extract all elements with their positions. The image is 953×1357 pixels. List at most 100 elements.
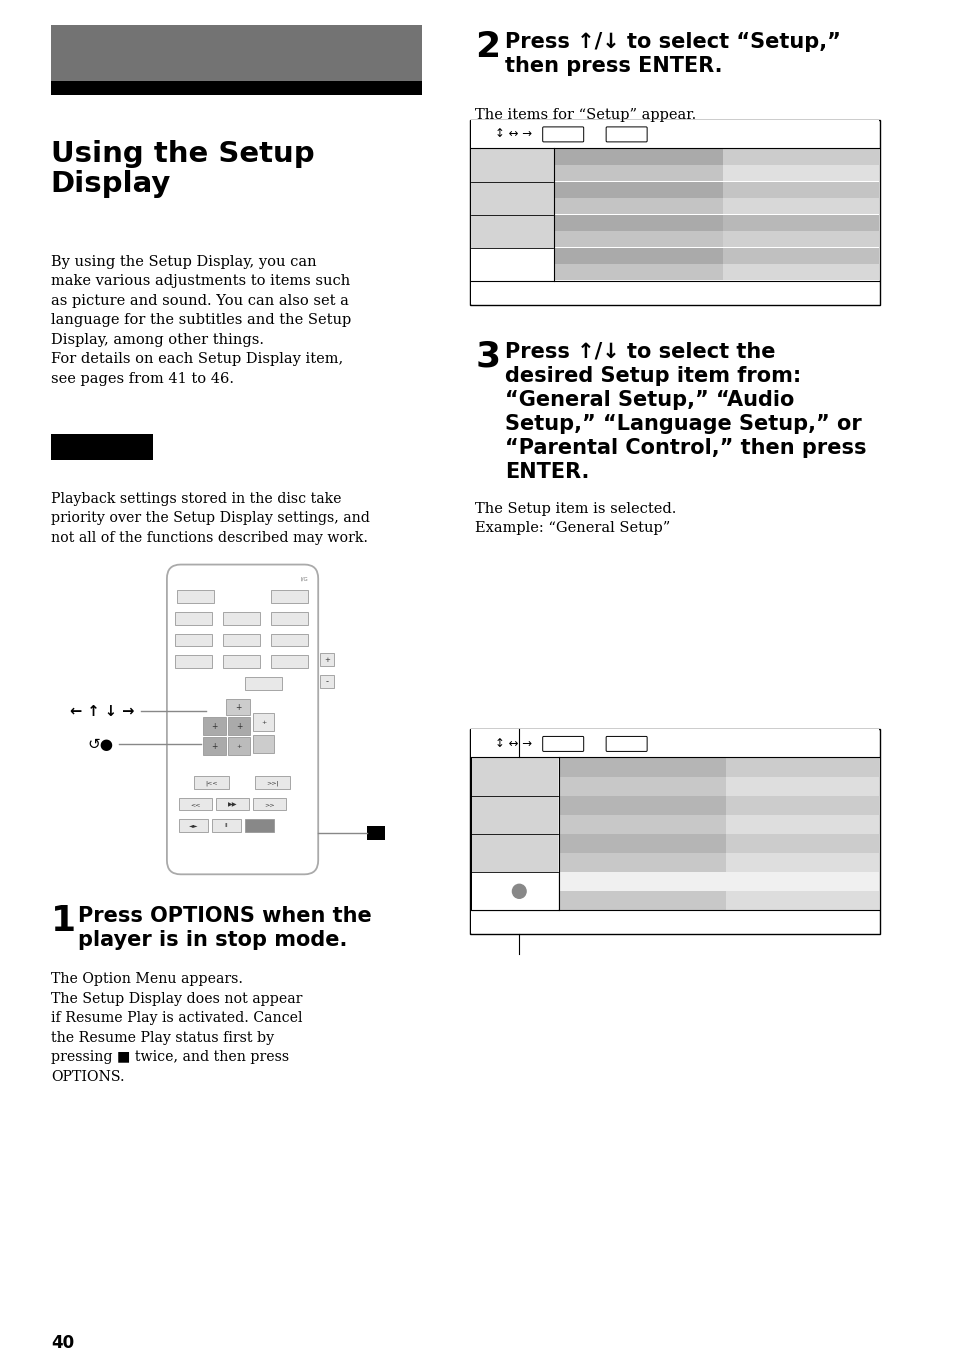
Bar — [555, 164, 722, 180]
Text: The Option Menu appears.
The Setup Display does not appear
if Resume Play is act: The Option Menu appears. The Setup Displ… — [51, 972, 302, 1084]
Text: 3: 3 — [475, 339, 500, 373]
Text: ↕ ↔ →: ↕ ↔ → — [495, 128, 532, 140]
Bar — [471, 909, 879, 934]
Text: ▶▶: ▶▶ — [228, 802, 236, 807]
Text: 2: 2 — [475, 30, 500, 64]
Bar — [471, 248, 554, 281]
Text: |<<: |<< — [205, 780, 218, 786]
Text: >>|: >>| — [266, 780, 278, 786]
Bar — [174, 612, 212, 624]
Text: Press ↑/↓ to select “Setup,”
then press ENTER.: Press ↑/↓ to select “Setup,” then press … — [504, 33, 840, 76]
Bar — [194, 776, 229, 790]
Bar — [559, 759, 725, 778]
Bar — [367, 826, 384, 840]
Bar — [555, 198, 879, 214]
Bar — [470, 730, 880, 934]
Text: By using the Setup Display, you can
make various adjustments to items such
as pi: By using the Setup Display, you can make… — [51, 255, 351, 385]
Bar — [559, 797, 879, 816]
Bar — [254, 776, 290, 790]
Bar — [559, 873, 879, 892]
Bar — [174, 655, 212, 669]
Text: ↺●: ↺● — [88, 737, 113, 752]
Bar — [222, 655, 259, 669]
Bar — [555, 231, 879, 247]
Bar — [320, 654, 334, 666]
Bar — [471, 730, 879, 757]
Bar — [271, 612, 308, 624]
Bar — [470, 119, 880, 305]
Bar — [559, 778, 725, 797]
Bar — [253, 735, 274, 753]
Bar — [555, 182, 879, 198]
Bar — [559, 835, 879, 854]
Text: Playback settings stored in the disc take
priority over the Setup Display settin: Playback settings stored in the disc tak… — [51, 491, 369, 544]
Text: Press ↑/↓ to select the
desired Setup item from:
“General Setup,” “Audio
Setup,”: Press ↑/↓ to select the desired Setup it… — [504, 342, 865, 482]
Text: ◄►: ◄► — [189, 824, 198, 828]
Bar — [555, 263, 722, 280]
Bar — [555, 182, 722, 198]
Bar — [472, 873, 558, 911]
Bar — [222, 612, 259, 624]
Text: I/G: I/G — [300, 577, 308, 581]
Bar — [555, 214, 879, 231]
Text: Using the Setup
Display: Using the Setup Display — [51, 140, 314, 198]
Bar — [471, 280, 879, 304]
Bar — [472, 797, 558, 835]
Circle shape — [512, 885, 525, 898]
Bar — [271, 589, 308, 603]
Bar — [176, 589, 213, 603]
Bar — [559, 892, 879, 911]
Bar — [555, 149, 722, 164]
Bar — [555, 263, 879, 280]
Bar — [471, 149, 554, 182]
Bar — [245, 820, 274, 832]
Text: ← ↑ ↓ →: ← ↑ ↓ → — [71, 704, 134, 719]
Bar — [253, 714, 274, 731]
Text: +: + — [236, 744, 241, 749]
Bar — [215, 798, 249, 810]
Bar — [472, 835, 558, 873]
Bar — [559, 835, 725, 854]
Bar — [271, 634, 308, 646]
Text: Press OPTIONS when the
player is in stop mode.: Press OPTIONS when the player is in stop… — [78, 906, 372, 950]
Bar — [178, 798, 212, 810]
Text: ↕ ↔ →: ↕ ↔ → — [495, 737, 532, 750]
Bar — [555, 164, 879, 180]
Text: II: II — [224, 824, 228, 828]
Bar — [559, 854, 725, 873]
Bar — [228, 718, 250, 735]
Bar — [555, 214, 722, 231]
Bar — [203, 737, 226, 756]
Bar — [559, 816, 725, 835]
Bar — [559, 778, 879, 797]
FancyBboxPatch shape — [605, 737, 646, 752]
Text: +: + — [212, 742, 217, 750]
Bar — [203, 718, 226, 735]
Bar — [226, 699, 250, 715]
Bar — [51, 81, 421, 95]
Text: +: + — [234, 703, 241, 712]
Bar — [559, 759, 879, 778]
Bar — [51, 24, 421, 85]
Bar — [471, 119, 879, 148]
Bar — [559, 854, 879, 873]
Bar — [555, 248, 722, 263]
Bar — [178, 820, 208, 832]
Text: +: + — [260, 721, 266, 725]
Bar — [222, 634, 259, 646]
Text: +: + — [235, 722, 242, 731]
Bar — [472, 759, 558, 797]
Bar — [471, 757, 558, 911]
Text: The items for “Setup” appear.: The items for “Setup” appear. — [475, 109, 696, 122]
Bar — [471, 182, 554, 214]
Bar — [228, 737, 250, 756]
Bar — [51, 434, 153, 460]
Bar — [320, 676, 334, 688]
Text: -: - — [325, 677, 328, 687]
FancyBboxPatch shape — [167, 565, 318, 874]
Bar — [271, 655, 308, 669]
Bar — [559, 816, 879, 835]
Bar — [559, 797, 725, 816]
Text: <<: << — [190, 802, 200, 807]
Text: The Setup item is selected.
Example: “General Setup”: The Setup item is selected. Example: “Ge… — [475, 502, 676, 535]
